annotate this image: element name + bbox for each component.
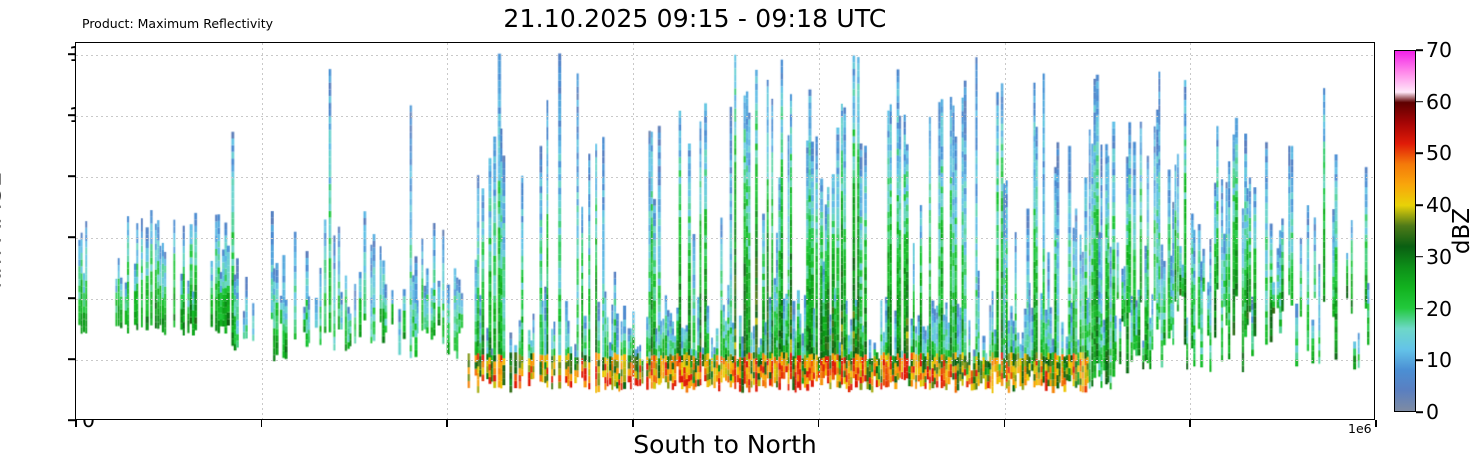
colorbar-tick-label: 30 (1426, 244, 1453, 269)
x-tick-mark (446, 420, 449, 427)
y-tick-mark (68, 297, 75, 299)
x-tick-mark (1189, 420, 1191, 427)
x-tick-mark (632, 420, 634, 427)
y-tick-mark (68, 358, 75, 360)
colorbar-tick-label: 0 (1426, 400, 1440, 424)
colorbar-tick-label: 60 (1426, 89, 1453, 114)
chart-title: 21.10.2025 09:15 - 09:18 UTC (503, 4, 887, 33)
x-tick-mark (75, 420, 77, 427)
colorbar-tick-label: 70 (1426, 38, 1453, 62)
colorbar-tick-mark (1416, 307, 1423, 310)
x-tick-mark (1375, 420, 1377, 427)
colorbar-gradient (1395, 51, 1415, 411)
x-tick-mark (260, 420, 263, 427)
colorbar-tick-label: 20 (1426, 296, 1453, 321)
colorbar-tick-mark (1416, 256, 1423, 258)
colorbar-tick-mark (1416, 359, 1423, 362)
x-axis-offset-text: 1e6 (1348, 421, 1372, 436)
x-tick-mark (817, 420, 820, 427)
y-tick-mark (68, 236, 75, 238)
colorbar-tick-label: 40 (1426, 193, 1453, 218)
x-tick-mark (1003, 420, 1006, 427)
reflectivity-heatmap (76, 43, 1374, 419)
colorbar-tick-mark (1416, 204, 1423, 206)
y-tick-mark (68, 175, 75, 177)
colorbar (1394, 50, 1416, 412)
plot-area (75, 42, 1375, 420)
colorbar-tick-mark (1416, 100, 1423, 103)
y-tick-mark (68, 419, 75, 421)
colorbar-tick-label: 50 (1426, 141, 1453, 166)
x-axis-label: South to North (633, 430, 817, 459)
y-tick-mark (68, 114, 75, 116)
colorbar-tick-mark (1416, 49, 1423, 51)
product-annotation: Product: Maximum Reflectivity (82, 16, 274, 31)
colorbar-tick-label: 10 (1426, 348, 1453, 373)
colorbar-tick-mark (1416, 152, 1423, 155)
y-tick-mark (68, 53, 75, 55)
y-axis-label: km AMSL (0, 173, 7, 289)
colorbar-label: dBZ (1449, 207, 1475, 255)
colorbar-tick-mark (1416, 411, 1423, 413)
